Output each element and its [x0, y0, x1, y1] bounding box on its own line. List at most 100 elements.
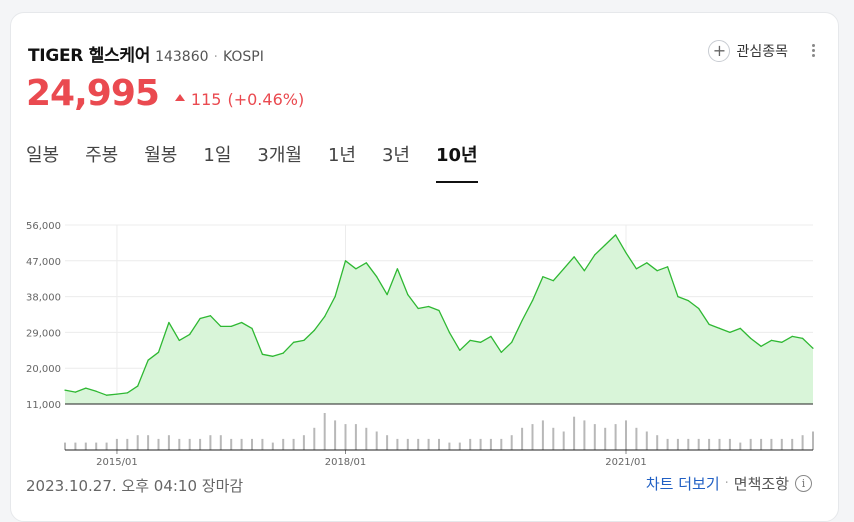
price-point: [282, 352, 284, 354]
volume-bar: [188, 438, 191, 450]
volume-bar: [406, 438, 409, 450]
price-point: [604, 244, 606, 246]
price-point: [511, 341, 513, 343]
info-icon[interactable]: i: [795, 475, 812, 492]
y-tick-label: 20,000: [26, 364, 61, 375]
volume-bar: [656, 435, 659, 450]
price-point: [417, 307, 419, 310]
price-point: [812, 347, 814, 349]
volume-bar: [500, 438, 503, 450]
volume-bar: [479, 438, 482, 450]
price-point: [781, 341, 783, 343]
price-point: [293, 341, 295, 343]
price-change-percent: (+0.46%): [227, 90, 305, 109]
tab-6[interactable]: 3년: [381, 145, 410, 166]
up-arrow-icon: [174, 94, 185, 101]
volume-bar: [282, 438, 285, 450]
price-point: [469, 339, 471, 341]
price-point: [667, 266, 669, 268]
price-point: [480, 341, 482, 343]
volume-bar: [302, 435, 305, 450]
volume-bar: [115, 438, 118, 450]
price-point: [303, 339, 305, 341]
chart-svg: 56,000 47,000 38,000 29,000 20,000 11,000 2015…: [26, 221, 814, 468]
price-point: [199, 317, 201, 320]
price-point: [64, 389, 66, 391]
price-point: [157, 351, 160, 353]
x-tick-label: 2018/01: [325, 457, 367, 468]
volume-bar: [521, 427, 524, 450]
stock-card: TIGER 헬스케어 143860 · KOSPI + 관심종목 24,995 …: [10, 12, 839, 522]
volume-bar: [469, 438, 472, 450]
volume-bar: [791, 438, 794, 450]
volume-bar: [427, 438, 430, 450]
volume-bar: [583, 420, 586, 450]
price-point: [324, 315, 326, 318]
price-point: [802, 337, 804, 339]
price-point: [241, 321, 243, 324]
stock-name[interactable]: TIGER 헬스케어: [28, 46, 151, 66]
price-point: [760, 345, 762, 347]
price-point: [313, 329, 315, 331]
volume-bar: [126, 438, 129, 450]
price-point: [656, 270, 658, 272]
volume-bar: [687, 438, 690, 450]
volume-bar: [219, 435, 222, 450]
volume-bar: [74, 442, 77, 450]
price-point: [739, 327, 741, 329]
price-point: [251, 327, 253, 329]
volume-bar: [292, 438, 295, 450]
tab-3[interactable]: 1일: [203, 145, 232, 166]
price-point: [209, 315, 211, 317]
footer-links: 차트 더보기 · 면책조항 i: [646, 473, 812, 494]
volume-bar: [448, 442, 451, 450]
price-point: [74, 391, 76, 393]
volume-bar: [438, 438, 440, 450]
price-point: [428, 305, 430, 308]
price-point: [355, 268, 357, 270]
price-change: 115: [190, 90, 222, 109]
volume-bar: [271, 442, 274, 450]
timestamp: 2023.10.27. 오후 04:10 장마감: [26, 477, 244, 495]
volume-bar: [593, 424, 596, 450]
price-point: [189, 333, 191, 335]
volume-bar: [261, 438, 264, 450]
price-point: [126, 392, 128, 394]
volume-bar: [749, 438, 752, 450]
y-tick-label: 11,000: [26, 400, 61, 411]
volume-bar: [510, 435, 513, 450]
volume-bar: [251, 438, 253, 450]
volume-bar: [697, 438, 700, 450]
volume-bar: [562, 431, 565, 450]
add-watchlist-button[interactable]: + 관심종목: [708, 40, 788, 62]
volume-bar: [375, 431, 378, 450]
volume-bar: [614, 424, 617, 450]
x-tick-label: 2015/01: [96, 457, 138, 468]
disclaimer-link[interactable]: 면책조항: [733, 475, 789, 493]
volume-bar: [780, 438, 783, 450]
volume-bar: [105, 442, 108, 450]
price-chart: 56,000 47,000 38,000 29,000 20,000 11,000 2015…: [11, 208, 840, 468]
price-point: [365, 262, 367, 264]
volume-bar: [167, 435, 170, 450]
chart-more-link[interactable]: 차트 더보기: [645, 475, 720, 493]
volume-bar: [770, 438, 773, 450]
price-point: [490, 335, 492, 337]
volume-bar: [812, 431, 814, 450]
more-options-icon[interactable]: [810, 42, 816, 62]
price-point: [594, 254, 596, 256]
price-point: [573, 256, 575, 258]
volume-bar: [604, 427, 607, 450]
tab-5[interactable]: 1년: [327, 145, 356, 166]
period-tabs: 일봉 주봉 월봉 1일 3개월 1년 3년 10년: [26, 141, 504, 183]
volume-bar: [760, 438, 763, 450]
tab-4[interactable]: 3개월: [257, 145, 302, 166]
volume-bar: [354, 424, 357, 450]
tab-0[interactable]: 일봉: [26, 145, 60, 166]
tab-7[interactable]: 10년: [436, 141, 478, 183]
tab-2[interactable]: 월봉: [144, 145, 178, 166]
y-tick-label: 38,000: [26, 293, 61, 304]
price-point: [625, 252, 627, 254]
stock-title-row: TIGER 헬스케어 143860 · KOSPI: [28, 41, 264, 66]
tab-1[interactable]: 주봉: [85, 145, 119, 166]
